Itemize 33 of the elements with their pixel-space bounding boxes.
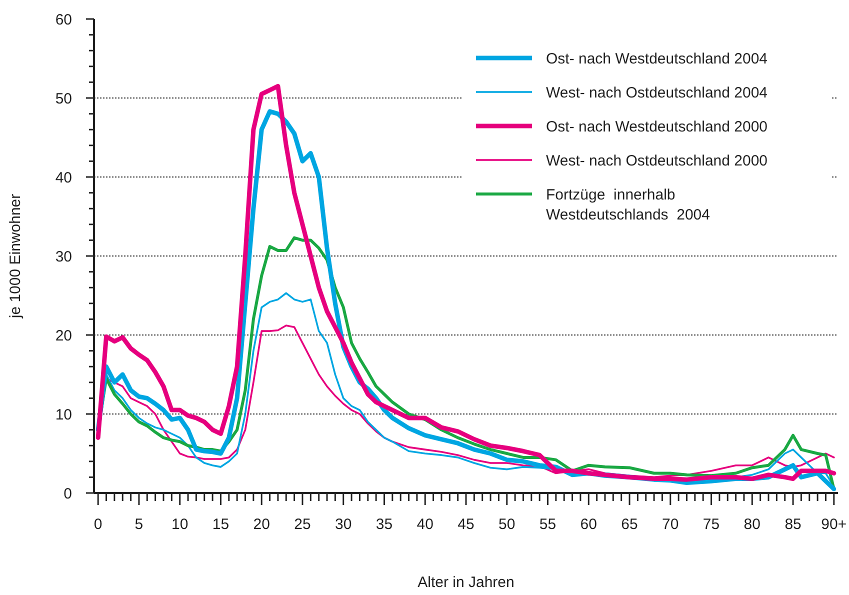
x-tick-label: 55: [539, 516, 556, 533]
legend-label: Fortzüge innerhalb Westdeutschlands 2004: [546, 186, 710, 224]
legend-label: West- nach Ostdeutschland 2000: [546, 152, 768, 170]
y-tick-label: 60: [55, 11, 72, 28]
legend-label: Ost- nach Westdeutschland 2004: [546, 50, 768, 68]
x-tick-label: 10: [172, 516, 188, 533]
x-tick-label: 5: [134, 516, 144, 533]
x-tick-label: 60: [580, 516, 597, 533]
x-tick-label: 15: [212, 516, 230, 533]
x-tick-label: 65: [621, 516, 638, 533]
y-tick-label: 30: [55, 248, 72, 266]
y-tick-label: 20: [55, 327, 72, 344]
x-tick-label: 0: [94, 516, 102, 533]
y-tick-label: 10: [55, 406, 72, 424]
x-tick-label: 35: [376, 516, 393, 533]
y-tick-label: 40: [55, 169, 72, 186]
x-tick-label: 80: [744, 516, 760, 533]
y-tick-label: 0: [64, 485, 72, 502]
y-tick-label: 50: [55, 90, 72, 108]
x-tick-label: 90+: [821, 516, 847, 533]
legend-label: Ost- nach Westdeutschland 2000: [546, 118, 768, 136]
x-tick-label: 85: [784, 516, 802, 533]
x-tick-label: 40: [416, 516, 434, 533]
x-tick-label: 50: [498, 516, 516, 533]
x-tick-label: 70: [662, 516, 679, 533]
x-tick-label: 45: [458, 516, 474, 533]
x-tick-label: 75: [702, 516, 720, 533]
x-tick-label: 25: [294, 516, 311, 533]
y-axis-title: je 1000 Einwohner: [7, 194, 24, 320]
x-axis-title: Alter in Jahren: [418, 574, 514, 591]
x-tick-label: 20: [253, 516, 270, 533]
x-tick-label: 30: [335, 516, 352, 533]
legend-label: West- nach Ostdeutschland 2004: [546, 84, 768, 102]
